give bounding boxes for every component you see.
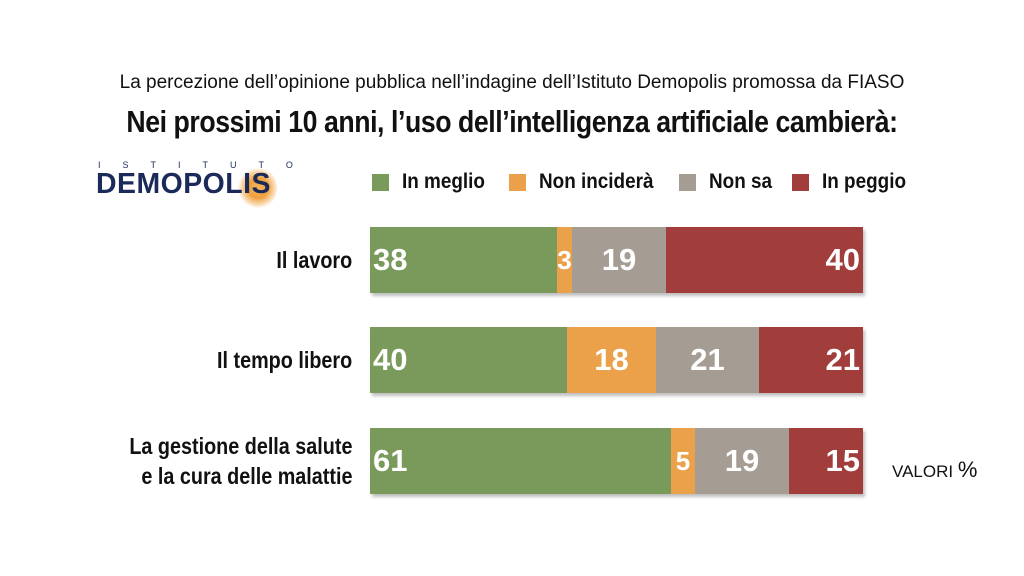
data-label: 21 [690, 342, 725, 377]
bar-segment [567, 327, 656, 393]
data-label: 38 [373, 242, 408, 277]
legend-swatch [372, 174, 389, 191]
values-note-unit: % [957, 457, 978, 482]
legend-label: In peggio [822, 170, 906, 193]
data-label: 18 [594, 342, 629, 377]
bar-segment [656, 327, 759, 393]
category-label: Il tempo libero [217, 345, 352, 375]
legend-label: Non inciderà [539, 170, 654, 193]
bar-segment [666, 227, 863, 293]
category-label-line: e la cura delle malattie [140, 463, 352, 489]
data-label: 19 [724, 443, 760, 478]
legend-swatch [509, 174, 526, 191]
data-label: 21 [825, 342, 860, 377]
values-note: VALORI % [892, 457, 977, 483]
demopolis-logo: ISTITUTO DEMOPOLIS [96, 160, 326, 208]
bar-segment [759, 327, 863, 393]
data-label: 61 [373, 443, 408, 478]
bar-segment [557, 227, 572, 293]
legend-label: Non sa [709, 170, 773, 193]
legend-swatch [792, 174, 809, 191]
category-label: La gestione della salute e la cura delle … [129, 431, 352, 491]
category-label: Il lavoro [276, 245, 352, 275]
bar-segment [370, 428, 671, 494]
data-label: 5 [675, 446, 691, 476]
data-label: 40 [825, 242, 860, 277]
bar-segment [572, 227, 666, 293]
subtitle: La percezione dell’opinione pubblica nel… [119, 72, 905, 93]
legend-swatch [679, 174, 696, 191]
bar-row: 40 18 21 21 [370, 327, 863, 393]
values-note-text: VALORI [892, 462, 954, 481]
category-label-line: Il tempo libero [216, 347, 352, 373]
legend-label: In meglio [402, 170, 485, 193]
bar-segment [671, 428, 695, 494]
category-label-line: Il lavoro [276, 247, 352, 273]
data-label: 19 [601, 242, 637, 277]
category-label-line: La gestione della salute [128, 433, 352, 459]
data-label: 15 [825, 443, 860, 478]
logo-sun-icon [238, 168, 278, 208]
bar-segment [370, 327, 567, 393]
page-title: Nei prossimi 10 anni, l’uso dell’intelli… [126, 104, 898, 139]
logo-main-text: DEMOPOLIS [96, 168, 271, 200]
bar-row: 61 5 19 15 [370, 428, 863, 494]
bar-segment [695, 428, 789, 494]
bar-segment [789, 428, 863, 494]
bar-segment [370, 227, 557, 293]
data-label: 3 [557, 245, 572, 275]
data-label: 40 [373, 342, 408, 377]
bar-row: 38 3 19 40 [370, 227, 863, 293]
logo-top-text: ISTITUTO [98, 160, 315, 170]
